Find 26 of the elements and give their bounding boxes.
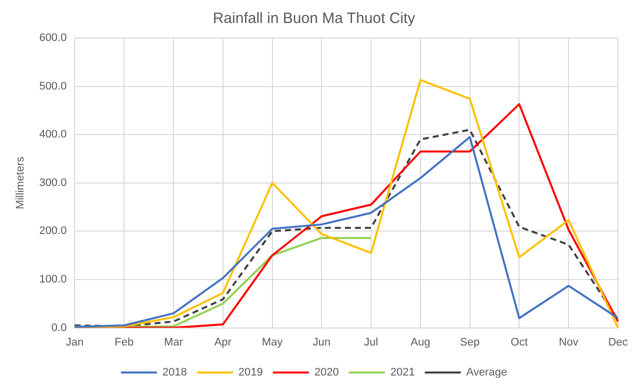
y-tick-label: 400.0 bbox=[39, 128, 67, 141]
legend-label: 2018 bbox=[162, 366, 187, 379]
x-tick-label: Mar bbox=[164, 336, 184, 348]
y-axis-title: Millimeters bbox=[14, 156, 27, 210]
x-tick-label: Sep bbox=[460, 336, 480, 348]
x-tick-label: Nov bbox=[558, 336, 579, 348]
chart-title: Rainfall in Buon Ma Thuot City bbox=[212, 10, 416, 28]
y-tick-label: 200.0 bbox=[39, 225, 67, 238]
legend-label: 2020 bbox=[314, 366, 339, 379]
legend-label: 2021 bbox=[390, 366, 415, 379]
x-tick-label: Jun bbox=[312, 336, 331, 348]
x-tick-label: Feb bbox=[114, 336, 134, 348]
x-tick-label: Apr bbox=[214, 336, 232, 348]
legend-label: Average bbox=[466, 366, 508, 379]
x-tick-label: Aug bbox=[410, 336, 430, 348]
x-tick-label: Jan bbox=[66, 336, 84, 348]
y-tick-label: 0.0 bbox=[51, 322, 67, 334]
x-tick-label: Jul bbox=[364, 336, 378, 348]
y-tick-label: 600.0 bbox=[39, 32, 67, 44]
y-tick-label: 300.0 bbox=[39, 176, 67, 189]
x-tick-label: Oct bbox=[510, 336, 528, 348]
y-tick-label: 500.0 bbox=[39, 80, 67, 92]
x-tick-label: Dec bbox=[608, 336, 628, 348]
legend-label: 2019 bbox=[238, 366, 263, 379]
y-tick-label: 100.0 bbox=[39, 274, 67, 286]
x-tick-label: May bbox=[262, 336, 284, 348]
